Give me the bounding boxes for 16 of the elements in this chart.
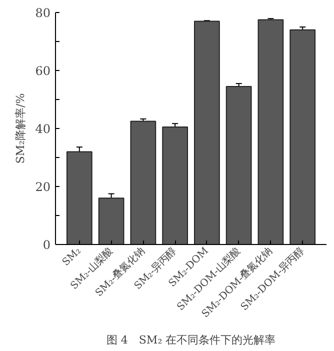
- y-tick-label: 40: [35, 122, 51, 136]
- bar: [290, 29, 316, 244]
- y-tick-label: 0: [42, 238, 51, 252]
- bar: [98, 198, 124, 244]
- bar: [66, 151, 92, 244]
- bar: [194, 20, 220, 244]
- caption: 图 4 SM₂ 在不同条件下的光解率: [106, 334, 276, 346]
- y-tick-label: 20: [35, 180, 51, 194]
- bar: [130, 120, 156, 244]
- y-tick-label: 80: [35, 6, 51, 20]
- bar: [226, 86, 252, 244]
- bar: [162, 126, 188, 244]
- bar: [258, 19, 284, 244]
- y-axis-title: SM₂降解率/%: [14, 93, 28, 164]
- x-tick-label: SM₂: [60, 246, 84, 268]
- y-tick-label: 60: [35, 64, 51, 78]
